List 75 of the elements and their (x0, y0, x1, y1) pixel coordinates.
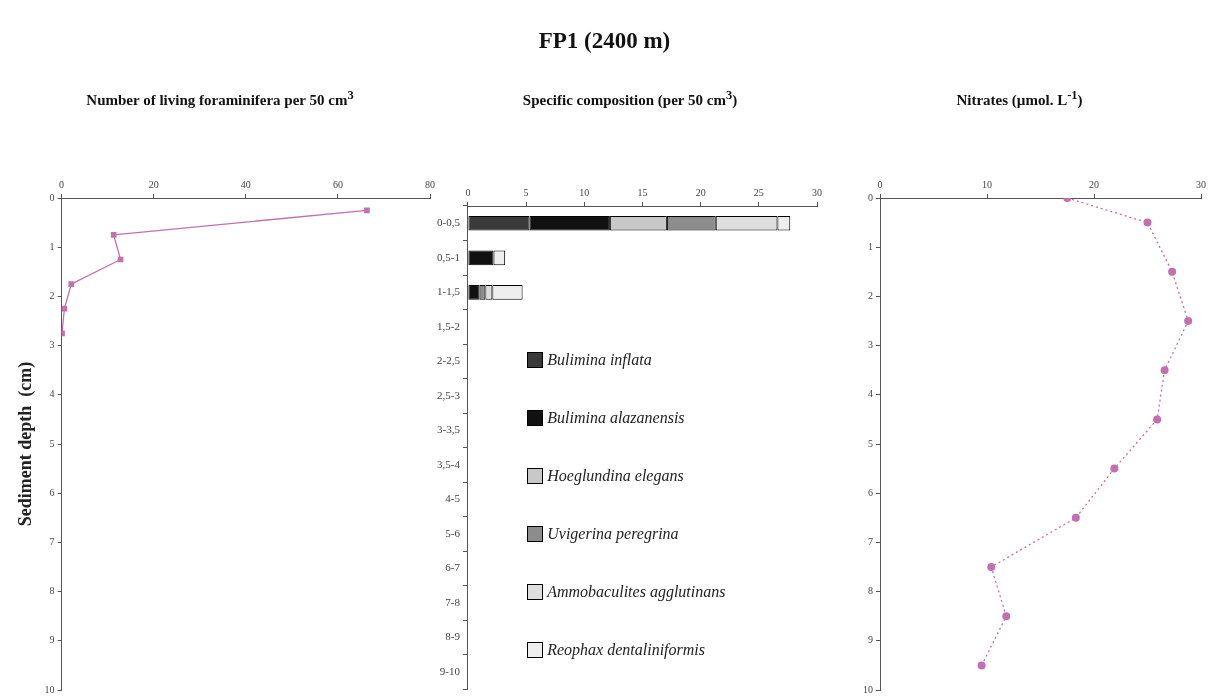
chart-title: Nitrates (µmol. L$^{-1}$) (955, 88, 1084, 109)
x-tick-label: 20 (1089, 178, 1099, 190)
y-tick-label: 8 (49, 585, 55, 597)
y-tick-label: 4 (49, 388, 55, 400)
x-tick-label: 15 (637, 186, 648, 198)
point (1071, 513, 1080, 522)
x-tick-label: 25 (753, 186, 764, 198)
x-tick-label: 40 (240, 178, 251, 190)
y-tick-label: 7 (868, 536, 873, 548)
y-tick-label: 9 (49, 634, 55, 646)
point (1184, 317, 1193, 325)
point (977, 661, 986, 670)
y-tick-label: 5 (868, 437, 873, 449)
y-tick-label: 2,5-3 (436, 388, 461, 401)
y-tick-label: 1,5-2 (436, 319, 460, 332)
x-tick-label: 30 (1196, 178, 1206, 190)
x-tick-label: 30 (812, 186, 822, 198)
y-tick-label: 9-10 (439, 665, 461, 678)
y-tick-label: 5 (49, 437, 55, 449)
y-tick-label: 6 (49, 486, 55, 498)
chart-title: Specific composition (per 50 cm$^{3}$) (521, 88, 739, 109)
chart-title: Number of living foraminifera per 50 cm$^{3}$ (85, 88, 355, 109)
y-tick-label: 1 (49, 240, 55, 252)
point (1160, 366, 1169, 375)
point (987, 563, 996, 571)
y-tick-label: 0,5-1 (436, 250, 460, 263)
y-tick-label: 7-8 (445, 595, 461, 608)
y-tick-label: 3 (49, 339, 55, 351)
y-tick-label: 5-6 (445, 526, 461, 539)
y-tick-label: 2-2,5 (436, 354, 461, 367)
point (110, 232, 117, 238)
point (61, 305, 68, 312)
x-tick-label: 80 (425, 178, 435, 190)
y-tick-label: 7 (49, 536, 55, 548)
y-tick-label: 2 (868, 290, 873, 302)
y-axis-title: Sediment depth (cm) (15, 361, 37, 527)
x-tick-label: 5 (523, 186, 529, 198)
y-tick-label: 3,5-4 (436, 457, 461, 470)
x-tick-label: 0 (59, 178, 65, 190)
x-tick-label: 0 (465, 186, 471, 198)
legend-label: Uvigerina peregrina (547, 525, 679, 544)
legend-label: Bulimina inflata (547, 351, 652, 370)
y-tick-label: 4 (868, 388, 873, 400)
y-tick-label: 8-9 (445, 630, 461, 643)
y-tick-label: 1 (868, 240, 873, 252)
y-tick-label: 6 (868, 486, 873, 498)
point (1153, 415, 1162, 424)
point (1168, 267, 1177, 276)
y-tick-label: 6-7 (445, 561, 461, 574)
x-tick-label: 60 (332, 178, 343, 190)
x-tick-label: 0 (877, 178, 883, 190)
y-tick-label: 3 (868, 339, 873, 351)
y-tick-label: 0-0,5 (436, 216, 461, 229)
point (1002, 612, 1011, 621)
point (68, 281, 75, 287)
point (1110, 464, 1119, 473)
x-tick-label: 10 (982, 178, 992, 190)
y-tick-label: 9 (868, 634, 873, 646)
y-tick-label: 1-1,5 (436, 285, 461, 298)
y-tick-label: 10 (863, 683, 873, 695)
point (1143, 218, 1152, 227)
y-tick-label: 8 (868, 585, 873, 597)
y-tick-label: 10 (44, 683, 55, 695)
text: FP1 (2400 m) (537, 27, 672, 54)
legend-label: Bulimina alazanensis (547, 409, 685, 428)
legend-label: Reophax dentaliniformis (547, 641, 705, 660)
y-tick-label: 3-3,5 (436, 423, 461, 436)
x-tick-label: 20 (148, 178, 159, 190)
legend-label: Hoeglundina elegans (547, 467, 684, 486)
point (364, 207, 370, 214)
y-tick-label: 4-5 (445, 492, 461, 505)
legend-label: Ammobaculites agglutinans (547, 583, 726, 602)
x-tick-label: 20 (695, 186, 706, 198)
x-tick-label: 10 (579, 186, 590, 198)
y-tick-label: 2 (49, 290, 55, 302)
